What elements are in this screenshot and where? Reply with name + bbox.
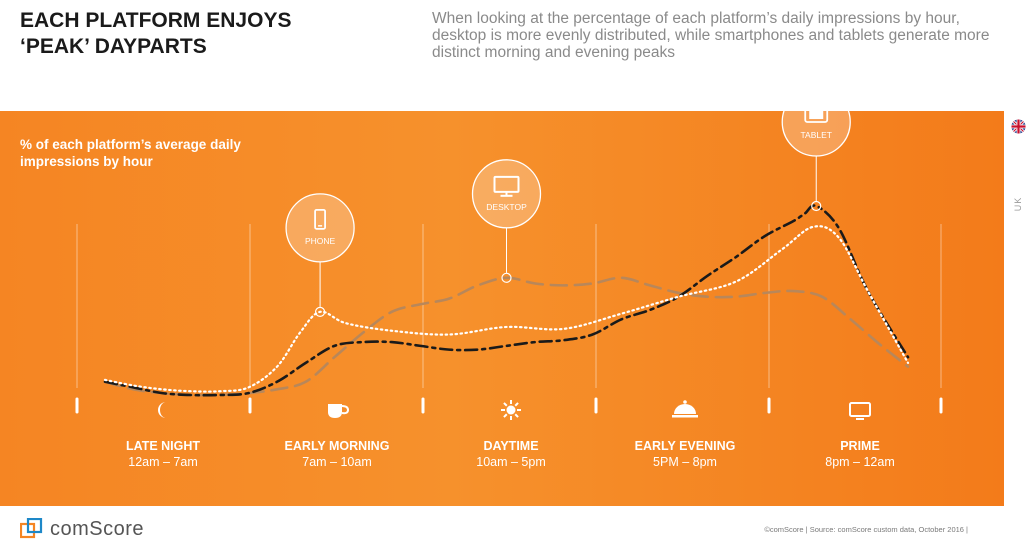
region-label: UK (1013, 196, 1023, 212)
uk-flag-icon (1011, 119, 1026, 134)
daypart-name: DAYTIME (483, 439, 539, 453)
callout-marker (811, 200, 822, 212)
tv-icon (849, 402, 871, 420)
callout-desktop: DESKTOP (471, 159, 542, 283)
daypart-label: EARLY MORNING 7am – 10am (257, 439, 417, 470)
daypart-time: 10am – 5pm (476, 455, 546, 469)
daypart-label: LATE NIGHT 12am – 7am (83, 439, 243, 470)
monitor-icon (493, 175, 520, 197)
callout-phone: PHONE (285, 193, 355, 317)
brand-name: comScore (50, 518, 145, 540)
daypart-name: EARLY MORNING (284, 439, 390, 453)
smartphone-icon (314, 208, 326, 230)
callout-bubble (285, 193, 355, 263)
daypart-label: PRIME 8pm – 12am (780, 439, 940, 470)
comscore-logo-icon (20, 518, 43, 539)
coffee-cup-icon (328, 404, 350, 418)
daypart-time: 12am – 7am (128, 455, 198, 469)
series-line-tablet (103, 204, 910, 397)
chart-panel: % of each platform’s average daily impre… (0, 111, 1004, 506)
callout-bubble (781, 111, 851, 157)
callout-label: DESKTOP (486, 202, 527, 212)
daypart-label: DAYTIME 10am – 5pm (431, 439, 591, 470)
callout-label: PHONE (305, 236, 336, 246)
daypart-name: EARLY EVENING (634, 439, 736, 453)
daypart-name: LATE NIGHT (125, 439, 201, 453)
callout-tablet: TABLET (781, 111, 851, 212)
sun-icon (501, 400, 521, 420)
line-chart: PHONE DESKTOP TABLET (75, 111, 943, 420)
page-title: EACH PLATFORM ENJOYS ‘PEAK’ DAYPARTS (20, 9, 292, 58)
daypart-time: 8pm – 12am (825, 455, 895, 469)
callout-marker (501, 272, 512, 283)
callout-marker (314, 306, 326, 317)
daypart-name: PRIME (840, 439, 880, 453)
series-line-desktop (103, 276, 910, 397)
moon-icon (158, 402, 166, 418)
daypart-time: 7am – 10am (302, 455, 372, 469)
tablet-icon (804, 111, 829, 123)
daypart-label: EARLY EVENING 5PM – 8pm (605, 439, 765, 470)
chart-y-title: % of each platform’s average daily impre… (20, 137, 241, 169)
page-subtitle: When looking at the percentage of each p… (432, 10, 990, 61)
region-tab[interactable]: UK (1004, 111, 1032, 241)
callout-label: TABLET (800, 130, 832, 140)
source-note: ©comScore | Source: comScore custom data… (764, 525, 968, 534)
daypart-time: 5PM – 8pm (653, 455, 717, 469)
series-line-phone (103, 225, 910, 393)
cloche-icon (672, 400, 698, 418)
